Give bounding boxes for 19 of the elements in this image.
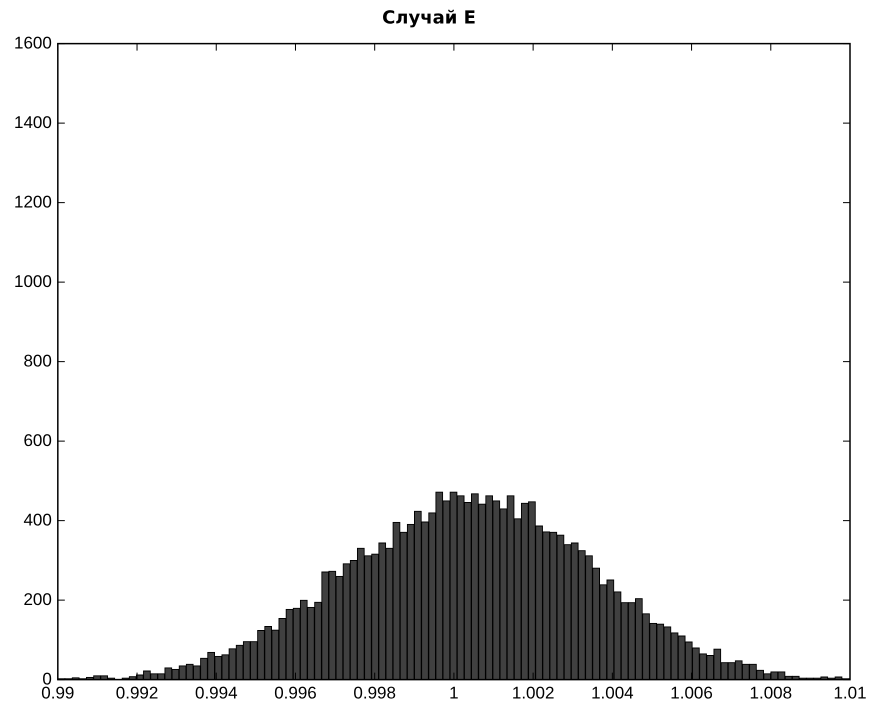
x-tick-label: 1.008 (750, 683, 792, 702)
x-tick-label: 0.998 (353, 683, 396, 702)
x-tick-label: 1.002 (512, 683, 554, 702)
x-tick-label: 1.006 (670, 683, 713, 702)
x-tick-label: 1.004 (591, 683, 634, 702)
y-tick-label: 1200 (14, 192, 52, 212)
y-tick-label: 1000 (14, 272, 52, 291)
chart-title: Случай E (382, 7, 476, 28)
y-tick-label: 400 (23, 510, 52, 530)
x-tick-label: 1 (449, 683, 459, 702)
x-tick-label: 0.994 (194, 683, 238, 702)
y-tick-label: 800 (23, 351, 52, 370)
x-tick-label: 0.992 (116, 683, 158, 702)
y-tick-label: 600 (23, 430, 52, 450)
y-tick-label: 1600 (14, 33, 52, 52)
y-tick-label: 1400 (14, 112, 52, 132)
y-tick-label: 200 (23, 590, 52, 609)
x-tick-label: 0.996 (274, 683, 317, 702)
x-tick-label: 1.01 (833, 683, 867, 702)
